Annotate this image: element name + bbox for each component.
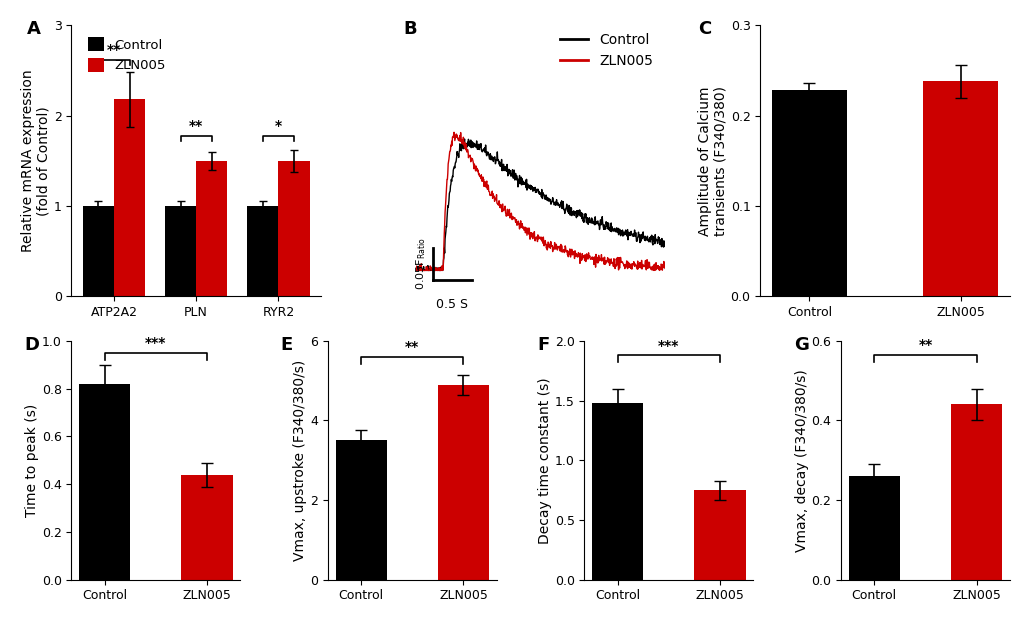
Y-axis label: Vmax, upstroke (F340/380/s): Vmax, upstroke (F340/380/s): [293, 360, 307, 561]
Y-axis label: Amplitude of Calcium
transients (F340/380): Amplitude of Calcium transients (F340/38…: [697, 86, 727, 236]
Bar: [848, 476, 899, 580]
Text: F: F: [537, 336, 549, 354]
Bar: [437, 385, 488, 580]
Text: **: **: [917, 338, 931, 352]
Text: C: C: [697, 20, 710, 38]
Bar: [278, 161, 310, 296]
Y-axis label: Vmax, decay (F340/380/s): Vmax, decay (F340/380/s): [794, 369, 808, 552]
Text: 0.5 S: 0.5 S: [436, 298, 468, 311]
Bar: [114, 99, 145, 296]
Bar: [922, 82, 998, 296]
Text: B: B: [403, 20, 417, 38]
Bar: [196, 161, 227, 296]
Bar: [950, 404, 1001, 580]
Y-axis label: Relative mRNA expression
(fold of Control): Relative mRNA expression (fold of Contro…: [20, 69, 51, 252]
Bar: [83, 206, 114, 296]
Bar: [694, 490, 745, 580]
Text: A: A: [26, 20, 41, 38]
Bar: [335, 440, 386, 580]
Text: **: **: [189, 119, 203, 133]
Bar: [165, 206, 196, 296]
Text: E: E: [280, 336, 292, 354]
Text: D: D: [24, 336, 39, 354]
Text: G: G: [793, 336, 808, 354]
Text: **: **: [405, 340, 419, 354]
Legend: Control, ZLN005: Control, ZLN005: [554, 27, 658, 73]
Legend: Control, ZLN005: Control, ZLN005: [83, 32, 171, 78]
Text: **: **: [107, 43, 121, 57]
Y-axis label: Decay time constant (s): Decay time constant (s): [537, 377, 551, 543]
Bar: [770, 90, 847, 296]
Bar: [247, 206, 278, 296]
Y-axis label: Time to peak (s): Time to peak (s): [24, 404, 39, 517]
Text: ***: ***: [657, 339, 679, 353]
Bar: [181, 475, 232, 580]
Bar: [592, 403, 643, 580]
Text: 0.05F$_\mathregular{Ratio}$: 0.05F$_\mathregular{Ratio}$: [414, 238, 428, 290]
Text: *: *: [274, 119, 281, 133]
Bar: [79, 383, 130, 580]
Text: ***: ***: [145, 336, 166, 350]
